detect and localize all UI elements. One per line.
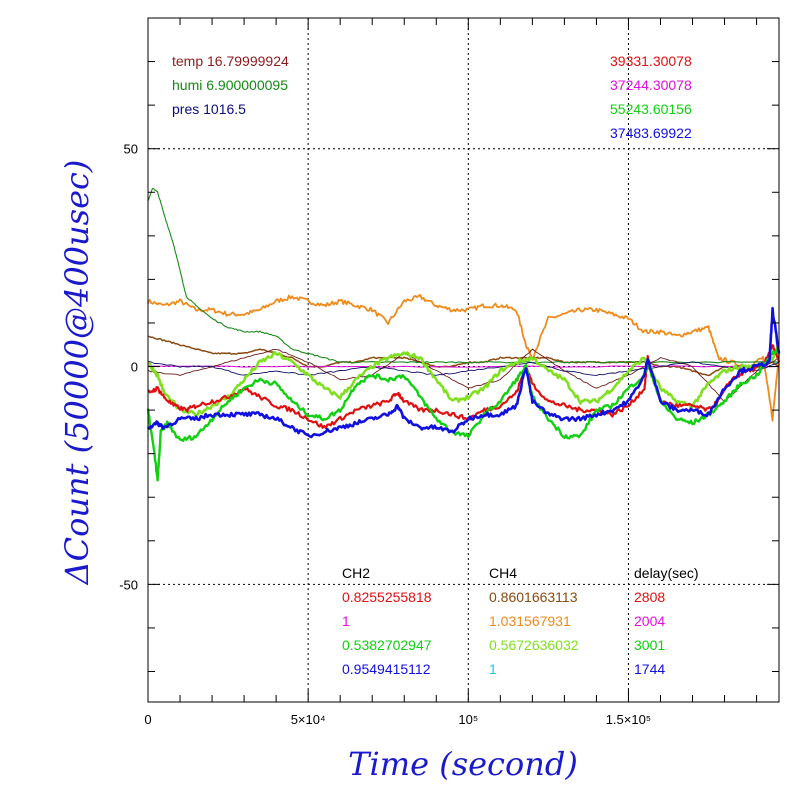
plot-frame bbox=[147, 17, 780, 703]
table-ch2-1: 0.8255255818 bbox=[342, 589, 432, 605]
total-label-1: 39331.30078 bbox=[610, 53, 692, 69]
x-tick-label: 10⁵ bbox=[458, 712, 478, 727]
y-tick-label: 50 bbox=[124, 142, 138, 157]
table-delay-4: 1744 bbox=[634, 661, 665, 677]
x-tick-label: 0 bbox=[144, 712, 151, 727]
ticks bbox=[148, 17, 779, 702]
series-line-10 bbox=[146, 306, 781, 439]
table-ch2-3: 0.5382702947 bbox=[342, 637, 432, 653]
env-label-pres: pres 1016.5 bbox=[172, 101, 246, 117]
y-axis-title: ΔCount (50000@400usec) bbox=[58, 160, 96, 587]
channel-table: CH2 CH4 delay(sec) 0.8255255818 0.860166… bbox=[342, 565, 699, 677]
table-ch4-2: 1.031567931 bbox=[489, 613, 571, 629]
tick-labels: 0 5×10⁴ 10⁵ 1.5×10⁵ 50 0 -50 bbox=[119, 142, 651, 727]
x-tick-label: 5×10⁴ bbox=[291, 712, 326, 727]
y-tick-label: -50 bbox=[119, 577, 138, 592]
x-tick-label: 1.5×10⁵ bbox=[606, 712, 652, 727]
env-label-humi: humi 6.900000095 bbox=[172, 77, 288, 93]
env-label-temp: temp 16.79999924 bbox=[172, 53, 289, 69]
table-ch2-2: 1 bbox=[342, 613, 350, 629]
table-ch2-4: 0.9549415112 bbox=[342, 661, 431, 677]
x-axis-title: Time (second) bbox=[348, 745, 578, 783]
table-ch4-4: 1 bbox=[489, 661, 497, 677]
table-delay-3: 3001 bbox=[634, 637, 665, 653]
totals-legend: 39331.30078 37244.30078 55243.60156 3748… bbox=[610, 53, 692, 141]
env-legend: temp 16.79999924 humi 6.900000095 pres 1… bbox=[172, 53, 289, 117]
series-line-6 bbox=[147, 361, 780, 376]
series-line-9 bbox=[146, 347, 780, 482]
table-header-ch2: CH2 bbox=[342, 565, 370, 581]
table-ch4-3: 0.5672636032 bbox=[489, 637, 579, 653]
total-label-4: 37483.69922 bbox=[610, 125, 692, 141]
table-header-delay: delay(sec) bbox=[634, 565, 699, 581]
total-label-2: 37244.30078 bbox=[610, 77, 692, 93]
table-delay-2: 2004 bbox=[634, 613, 665, 629]
y-tick-label: 0 bbox=[131, 360, 138, 375]
table-header-ch4: CH4 bbox=[489, 565, 517, 581]
series-layer bbox=[146, 187, 781, 482]
table-ch4-1: 0.8601663113 bbox=[489, 589, 578, 605]
table-delay-1: 2808 bbox=[634, 589, 665, 605]
total-label-3: 55243.60156 bbox=[610, 101, 692, 117]
series-line-1 bbox=[147, 294, 780, 422]
series-line-7 bbox=[147, 342, 780, 418]
series-line-4 bbox=[147, 365, 780, 368]
